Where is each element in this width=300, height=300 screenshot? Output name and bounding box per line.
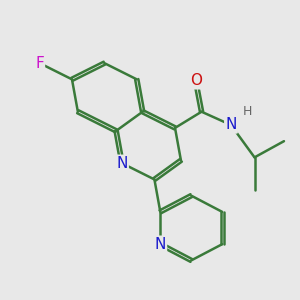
Text: N: N bbox=[225, 118, 237, 133]
Text: H: H bbox=[242, 105, 252, 118]
Text: O: O bbox=[190, 73, 202, 88]
Text: N: N bbox=[116, 156, 128, 171]
Text: N: N bbox=[154, 237, 166, 252]
Text: F: F bbox=[35, 56, 44, 70]
